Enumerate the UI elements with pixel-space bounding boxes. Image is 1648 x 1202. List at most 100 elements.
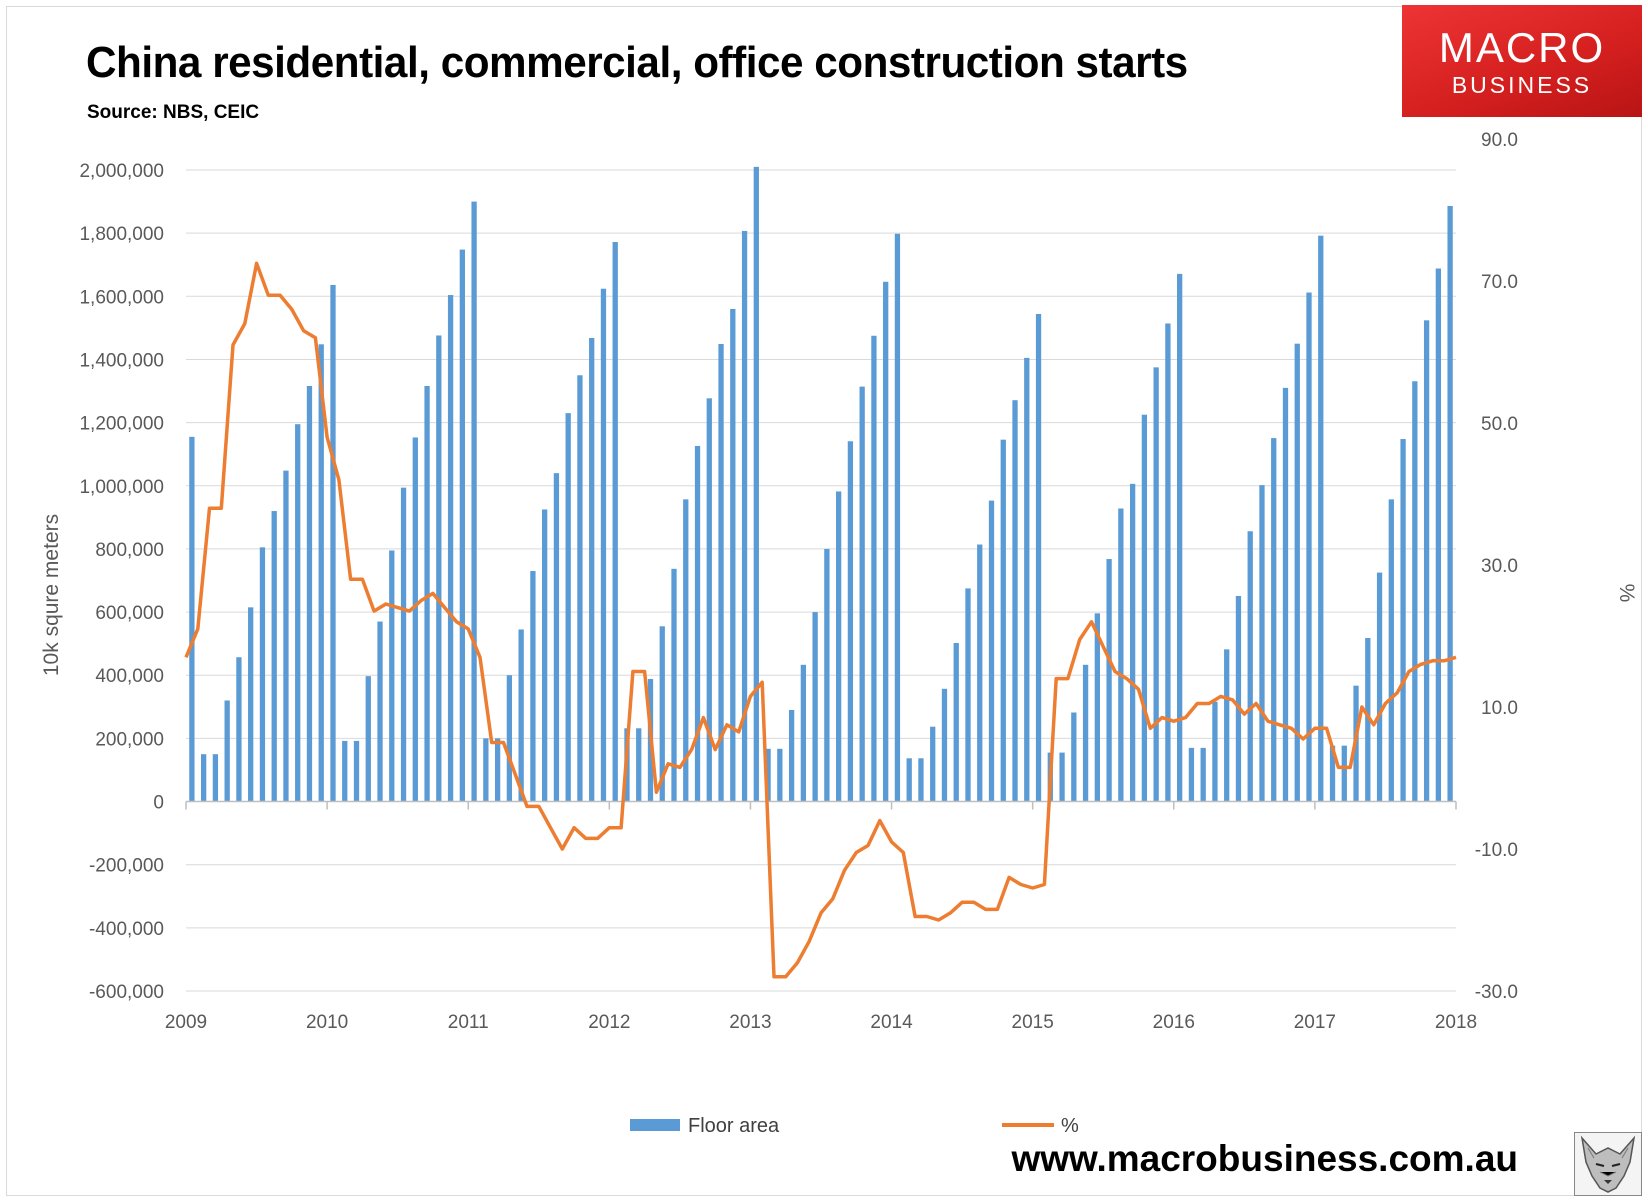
x-tick-label: 2015 bbox=[1012, 1012, 1054, 1033]
y2-tick-label: 70.0 bbox=[1481, 272, 1518, 293]
floor-area-bar bbox=[918, 758, 924, 802]
floor-area-bar bbox=[1412, 381, 1418, 802]
y-axis-title: 10k squre meters bbox=[40, 514, 63, 676]
floor-area-bar bbox=[1447, 205, 1453, 802]
floor-area-bar bbox=[941, 688, 948, 802]
brand-logo: MACRO BUSINESS bbox=[1402, 5, 1642, 117]
y-tick-label: 1,800,000 bbox=[79, 224, 164, 245]
y-tick-label: 1,000,000 bbox=[79, 477, 164, 498]
floor-area-bar bbox=[1247, 531, 1253, 802]
floor-area-bar bbox=[741, 230, 748, 802]
floor-area-bar bbox=[930, 726, 936, 802]
floor-area-bar bbox=[965, 588, 971, 802]
brand-line-macro: MACRO bbox=[1438, 24, 1606, 71]
floor-area-bar bbox=[1000, 439, 1006, 802]
floor-area-bar bbox=[1365, 637, 1371, 802]
x-tick-label: 2018 bbox=[1435, 1012, 1477, 1033]
floor-area-bar bbox=[718, 343, 724, 802]
y-tick-label: -400,000 bbox=[89, 919, 164, 940]
floor-area-bar bbox=[271, 511, 277, 802]
floor-area-bar bbox=[1423, 320, 1430, 802]
floor-area-bar bbox=[1024, 357, 1030, 802]
floor-area-bar bbox=[1082, 664, 1089, 802]
gridlines bbox=[186, 169, 1456, 992]
floor-area-bar bbox=[953, 643, 959, 802]
floor-area-bar bbox=[788, 709, 795, 802]
floor-area-bar bbox=[1435, 268, 1442, 802]
chart-source: Source: NBS, CEIC bbox=[87, 102, 260, 123]
floor-area-bar bbox=[1165, 323, 1171, 802]
floor-area-bar bbox=[1329, 745, 1336, 802]
floor-area-bar bbox=[224, 700, 230, 802]
floor-area-bar bbox=[589, 337, 595, 802]
y-tick-label: 800,000 bbox=[95, 540, 164, 561]
floor-area-bar bbox=[1071, 712, 1077, 802]
floor-area-bar bbox=[894, 233, 901, 802]
floor-area-bar bbox=[365, 676, 371, 802]
floor-area-bar bbox=[1259, 485, 1265, 802]
floor-area-bar bbox=[659, 626, 665, 802]
floor-area-bar bbox=[906, 758, 912, 802]
floor-area-bar bbox=[753, 166, 759, 802]
floor-area-bar bbox=[835, 491, 842, 802]
y2-tick-label: 10.0 bbox=[1481, 698, 1518, 719]
floor-area-bar bbox=[389, 550, 395, 802]
x-tick-label: 2010 bbox=[306, 1012, 348, 1033]
percent-line bbox=[184, 261, 1457, 979]
y-tick-label: 200,000 bbox=[95, 729, 164, 750]
floor-area-bar bbox=[1059, 752, 1065, 802]
floor-area-bar bbox=[600, 288, 607, 802]
x-tick-label: 2014 bbox=[870, 1012, 913, 1033]
floor-area-bar bbox=[706, 398, 712, 802]
y2-tick-label: 90.0 bbox=[1481, 130, 1518, 151]
floor-area-bar bbox=[1177, 273, 1183, 802]
legend: Floor area % bbox=[630, 1115, 1079, 1137]
floor-area-bar bbox=[777, 748, 783, 802]
floor-area-bar bbox=[1388, 499, 1394, 802]
floor-area-bar bbox=[259, 547, 266, 802]
y-tick-label: 0 bbox=[153, 793, 164, 814]
floor-area-bar bbox=[283, 470, 289, 802]
floor-area-bar bbox=[1035, 313, 1042, 802]
floor-area-bar bbox=[377, 621, 383, 802]
floor-area-bar bbox=[494, 738, 501, 802]
percent-line-layer bbox=[184, 261, 1457, 979]
floor-area-bar bbox=[883, 281, 889, 802]
floor-area-bar bbox=[424, 385, 430, 802]
floor-area-bar bbox=[295, 424, 301, 802]
y2-tick-label: -10.0 bbox=[1475, 840, 1518, 861]
legend-swatch-floor-area bbox=[630, 1119, 680, 1131]
floor-area-bar bbox=[306, 385, 313, 802]
floor-area-bar bbox=[765, 748, 771, 802]
floor-area-bar bbox=[212, 754, 219, 802]
floor-area-bar bbox=[200, 754, 207, 802]
floor-area-bar bbox=[1129, 483, 1136, 802]
floor-area-bar bbox=[694, 445, 701, 802]
floor-area-bar bbox=[612, 241, 618, 802]
x-tick-label: 2017 bbox=[1294, 1012, 1336, 1033]
floor-area-bar bbox=[859, 386, 865, 802]
floor-area-bar bbox=[847, 441, 854, 802]
floor-area-bar bbox=[1294, 343, 1300, 802]
floor-area-bar bbox=[1106, 559, 1112, 802]
x-tick-label: 2012 bbox=[588, 1012, 630, 1033]
x-tick-label: 2013 bbox=[729, 1012, 771, 1033]
floor-area-bar bbox=[412, 437, 418, 802]
floor-area-bar bbox=[447, 295, 454, 802]
x-tick-label: 2009 bbox=[165, 1012, 207, 1033]
floor-area-bar bbox=[342, 740, 348, 802]
floor-area-bar bbox=[248, 607, 254, 802]
floor-area-bar bbox=[1341, 745, 1347, 802]
floor-area-bar bbox=[1200, 747, 1206, 802]
chart-title: China residential, commercial, office co… bbox=[86, 38, 1188, 87]
floor-area-bar bbox=[318, 344, 324, 802]
floor-area-bar bbox=[459, 249, 465, 802]
floor-area-bar bbox=[542, 509, 548, 802]
floor-area-bars bbox=[189, 166, 1453, 802]
floor-area-bar bbox=[730, 308, 736, 802]
floor-area-bar bbox=[436, 335, 442, 802]
y-tick-label: 600,000 bbox=[95, 603, 164, 624]
floor-area-bar bbox=[636, 728, 642, 802]
floor-area-bar bbox=[1212, 701, 1218, 802]
